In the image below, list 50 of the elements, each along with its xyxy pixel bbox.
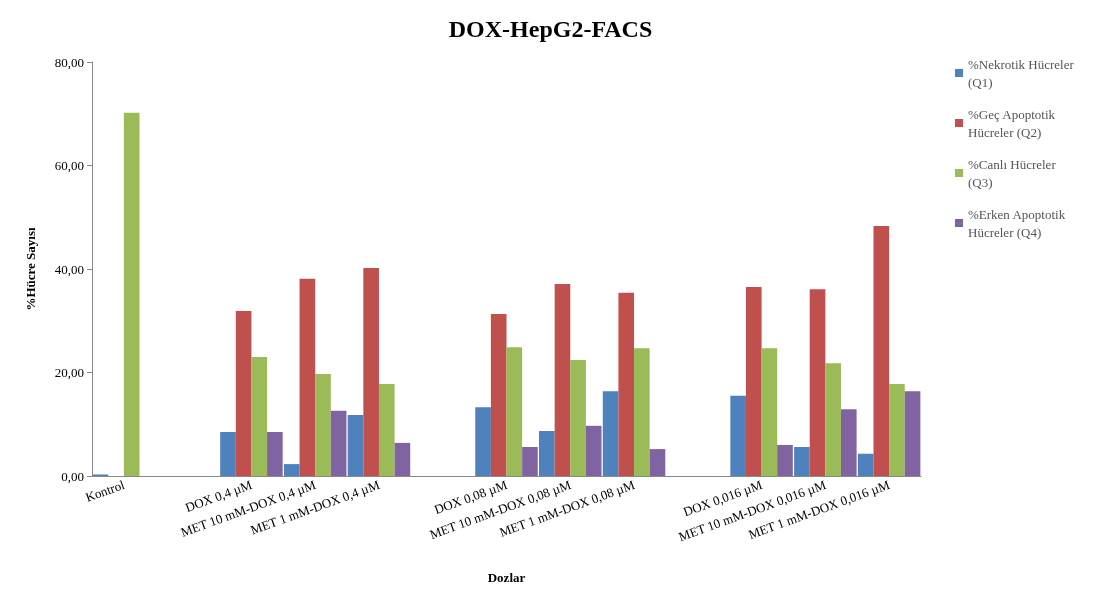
bar: [889, 383, 905, 476]
bar: [761, 348, 778, 476]
bar: [825, 363, 841, 476]
y-tick-label: 60,00: [54, 158, 84, 173]
y-tick-label: 20,00: [54, 365, 84, 380]
bar: [347, 414, 364, 476]
bar: [330, 410, 347, 476]
bar: [585, 425, 602, 476]
legend-label: %Erken Apoptotik Hücreler (Q4): [968, 206, 1069, 240]
bar: [522, 447, 538, 476]
y-tick-label: 0,00: [61, 468, 84, 484]
bar: [777, 444, 793, 476]
bar: [490, 314, 507, 476]
bar: [378, 383, 395, 476]
bar: [794, 447, 810, 476]
bar: [840, 409, 857, 476]
bar: [554, 284, 571, 476]
bar: [315, 374, 331, 476]
bar: [649, 449, 666, 476]
y-axis-title: %Hücre Sayısı: [23, 227, 38, 311]
bar: [506, 347, 523, 476]
bar: [394, 442, 411, 476]
bar: [570, 360, 586, 476]
x-axis-title: Dozlar: [487, 570, 526, 585]
bar: [123, 112, 140, 476]
chart-title: DOX-HepG2-FACS: [448, 16, 653, 42]
bar: [539, 430, 555, 476]
y-tick-label: 80,00: [54, 54, 84, 70]
x-tick-label: Kontrol: [83, 476, 127, 505]
bar: [809, 289, 826, 476]
y-tick-label: 40,00: [54, 261, 84, 277]
bar: [251, 356, 268, 476]
bar: [220, 432, 236, 476]
bar: [363, 267, 379, 476]
bar: [745, 287, 762, 476]
bar: [618, 292, 635, 476]
bar: [283, 464, 300, 476]
bar: [235, 310, 252, 476]
bar: [873, 226, 890, 476]
bar: [634, 348, 650, 476]
bar: [299, 278, 316, 476]
bar: [730, 395, 746, 476]
legend-label: %Nekrotik Hücreler (Q1): [968, 56, 1078, 90]
legend-label: %Canlı Hücreler (Q3): [968, 156, 1059, 190]
bar: [602, 391, 619, 476]
bar: [857, 453, 874, 476]
legend-label: %Geç Apoptotik Hücreler (Q2): [968, 106, 1059, 140]
bar: [267, 432, 283, 476]
bar: [904, 391, 921, 476]
bar: [475, 407, 491, 476]
